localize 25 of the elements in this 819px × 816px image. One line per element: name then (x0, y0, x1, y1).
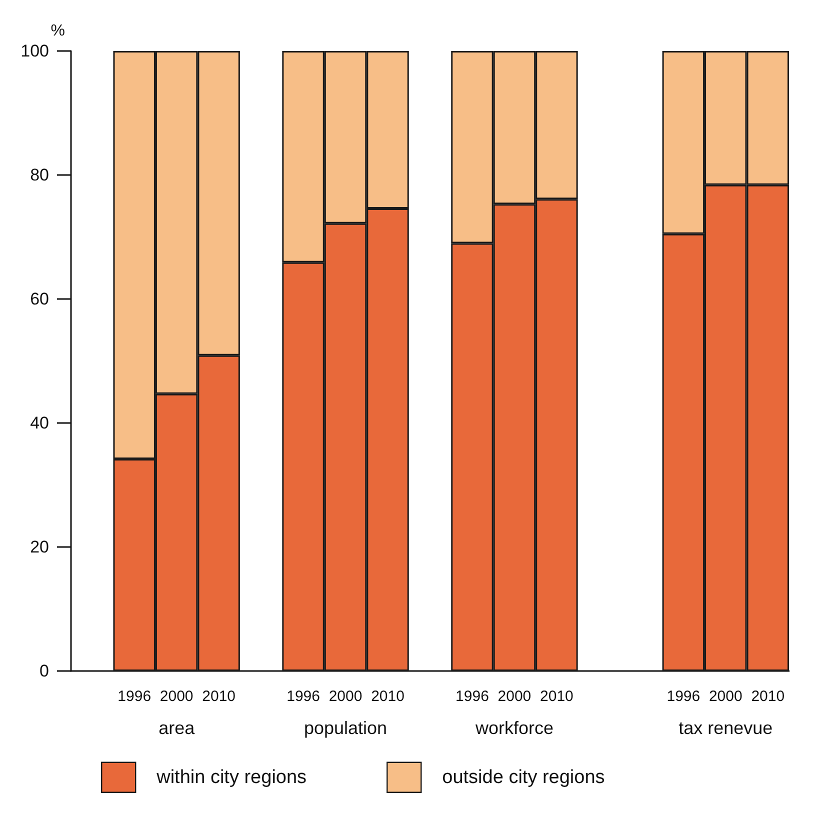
legend-label: within city regions (156, 766, 307, 788)
x-tick-label: 2000 (708, 688, 742, 705)
x-tick-label: 1996 (456, 688, 489, 705)
x-tick-label: 2010 (371, 688, 404, 705)
x-tick-label: 2000 (328, 688, 362, 705)
y-tick-label: 100 (20, 42, 49, 60)
x-tick-label: 2010 (751, 688, 785, 705)
x-tick-label: 1996 (666, 688, 700, 705)
y-tick-label: 60 (30, 290, 49, 308)
text: tax renevue (678, 718, 773, 738)
x-tick-label: 1996 (118, 688, 152, 705)
text: population (304, 718, 388, 738)
y-tick-label: 0 (40, 662, 49, 680)
x-tick-label: 2010 (202, 688, 236, 705)
y-tick-label: 20 (30, 538, 49, 556)
text: workforce (474, 718, 554, 738)
legend-label: outside city regions (442, 766, 605, 788)
y-tick-label: 80 (30, 166, 49, 184)
text: area (158, 718, 196, 738)
x-tick-label: 2010 (540, 688, 574, 705)
x-tick-label: 2000 (498, 688, 532, 705)
y-axis-title: % (50, 22, 65, 40)
x-tick-label: 1996 (286, 688, 320, 705)
x-tick-label: 2000 (160, 688, 194, 705)
y-tick-label: 40 (30, 414, 49, 432)
